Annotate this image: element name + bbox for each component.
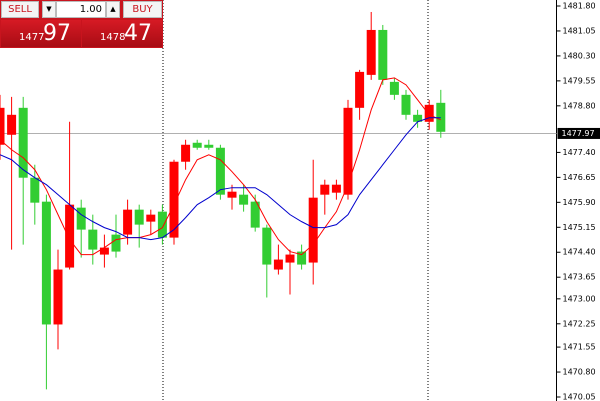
lot-up[interactable]: ▲ xyxy=(106,1,120,18)
candle-body xyxy=(389,81,399,95)
candle-body xyxy=(99,247,109,255)
y-tick-label: 1472.25 xyxy=(563,319,596,328)
sell-button[interactable]: SELL xyxy=(1,1,39,18)
y-tick-label: 1475.90 xyxy=(563,198,596,207)
candle-body xyxy=(65,204,75,268)
buy-button[interactable]: BUY xyxy=(123,1,162,18)
lot-down[interactable]: ▼ xyxy=(42,1,56,18)
trade-panel: SELL ▼ 1.00 ▲ BUY 1477 97 1478 47 xyxy=(0,0,163,48)
candle-body xyxy=(331,184,341,193)
candle-body xyxy=(146,214,156,222)
candle-body xyxy=(18,107,28,178)
candle-body xyxy=(262,227,272,265)
candle-body xyxy=(413,114,423,122)
candle-body xyxy=(192,142,202,148)
candle-body xyxy=(355,71,365,108)
candle-body xyxy=(204,144,214,148)
candle-body xyxy=(366,29,376,75)
candle-body xyxy=(308,197,318,263)
candle-body xyxy=(157,211,167,238)
y-tick-label: 1475.15 xyxy=(563,223,596,232)
candle-body xyxy=(320,184,330,195)
candle-body xyxy=(401,94,411,115)
candle-body xyxy=(250,201,260,228)
buy-price-pips: 47 xyxy=(124,21,152,46)
candle-body xyxy=(134,209,144,225)
candle-body xyxy=(215,147,225,195)
y-tick-label: 1477.40 xyxy=(563,148,596,157)
candle-body xyxy=(285,254,295,263)
candle-body xyxy=(88,229,98,250)
candle-body xyxy=(181,144,191,162)
y-tick-label: 1474.40 xyxy=(563,248,596,257)
y-tick-label: 1480.30 xyxy=(563,51,596,60)
buy-price[interactable]: 1478 47 xyxy=(82,20,162,47)
current-price-label: 1477.97 xyxy=(562,129,595,138)
y-tick-label: 1479.55 xyxy=(563,76,596,85)
buy-price-main: 1478 xyxy=(100,32,126,43)
candle-body xyxy=(7,114,17,135)
y-tick-label: 1481.05 xyxy=(563,26,596,35)
candle-body xyxy=(111,234,121,252)
y-tick-label: 1481.80 xyxy=(563,1,596,10)
y-tick-label: 1473.00 xyxy=(563,294,596,303)
y-tick-label: 1473.65 xyxy=(563,273,596,282)
candle-body xyxy=(30,177,40,203)
y-tick-label: 1476.65 xyxy=(563,173,596,182)
moving-average xyxy=(0,77,441,256)
moving-average xyxy=(0,117,441,241)
sell-price[interactable]: 1477 97 xyxy=(1,20,81,47)
candle-body xyxy=(239,194,249,205)
candle-body xyxy=(297,251,307,265)
candle-body xyxy=(424,104,434,122)
candle-body xyxy=(227,191,237,198)
candle-body xyxy=(273,259,283,270)
current-price-box xyxy=(557,127,600,139)
y-tick-label: 1471.55 xyxy=(563,343,596,352)
y-tick-label: 1470.05 xyxy=(563,393,596,401)
lot-input[interactable]: 1.00 xyxy=(56,1,106,18)
candle-body xyxy=(378,29,388,80)
sell-price-main: 1477 xyxy=(19,32,45,43)
candle-body xyxy=(76,207,86,230)
sell-price-pips: 97 xyxy=(43,21,71,46)
candle-body xyxy=(169,161,179,238)
candle-body xyxy=(343,107,353,195)
candle-body xyxy=(53,269,63,325)
y-tick-label: 1478.80 xyxy=(563,101,596,110)
y-tick-label: 1470.80 xyxy=(563,368,596,377)
candle-body xyxy=(0,107,5,145)
candle-body xyxy=(41,201,51,325)
candle-body xyxy=(123,209,133,235)
